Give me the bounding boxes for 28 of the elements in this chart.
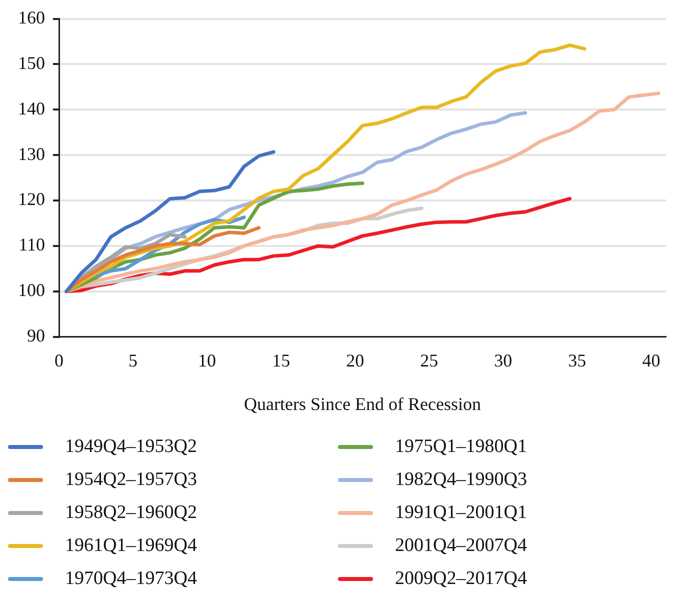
legend-label: 1949Q4–1953Q2 [65, 436, 197, 458]
x-tick-label: 25 [420, 350, 438, 370]
y-tick-label: 100 [18, 280, 45, 300]
legend-label: 1991Q1–2001Q1 [395, 502, 527, 524]
y-tick-label: 120 [18, 189, 45, 210]
legend-label: 2001Q4–2007Q4 [395, 534, 527, 556]
legend-label: 1961Q1–1969Q4 [65, 534, 197, 556]
legend-label: 1970Q4–1973Q4 [65, 568, 197, 590]
x-tick-label: 30 [494, 350, 512, 370]
x-axis-title: Quarters Since End of Recession [244, 394, 481, 414]
x-tick-label: 10 [198, 350, 216, 370]
legend-label: 1982Q4–1990Q3 [395, 468, 527, 490]
y-tick-label: 90 [27, 326, 45, 346]
y-tick-label: 150 [18, 52, 45, 73]
y-tick-label: 140 [18, 98, 45, 118]
legend-label: 1975Q1–1980Q1 [395, 436, 527, 458]
x-tick-label: 0 [54, 350, 64, 370]
legend-label: 2009Q2–2017Q4 [395, 568, 527, 590]
y-tick-label: 130 [18, 144, 45, 164]
legend-label: 1954Q2–1957Q3 [65, 468, 197, 490]
y-tick-label: 160 [18, 8, 45, 28]
y-tick-label: 110 [18, 234, 45, 255]
x-tick-label: 40 [642, 350, 660, 370]
x-tick-label: 35 [568, 350, 586, 370]
legend-label: 1958Q2–1960Q2 [65, 502, 197, 524]
x-tick-label: 15 [272, 350, 290, 370]
x-tick-label: 20 [346, 350, 364, 370]
x-tick-label: 5 [128, 350, 138, 370]
